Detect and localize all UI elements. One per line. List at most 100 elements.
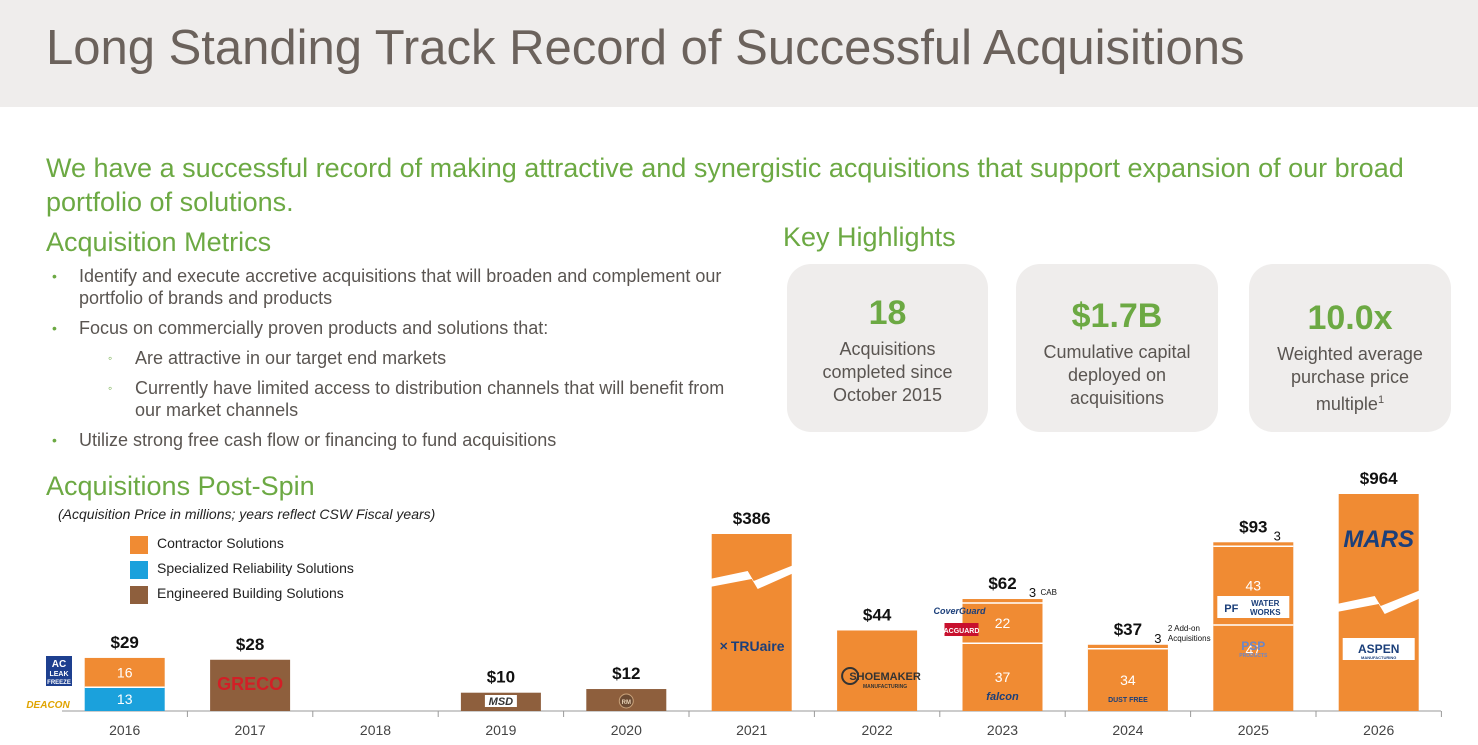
bar-segment-2016 bbox=[84, 657, 165, 688]
legend-swatch bbox=[130, 536, 148, 554]
truaire-logo-mark: ✕ bbox=[719, 641, 728, 653]
sub-bullet-circle: ◦ bbox=[108, 381, 113, 395]
rm-logo bbox=[618, 693, 634, 709]
bar-total-label: $37 bbox=[1114, 620, 1142, 639]
metrics-bullet: • Identify and execute accretive acquisit… bbox=[52, 265, 752, 309]
psp-logo: PSP bbox=[1241, 639, 1265, 653]
legend-label: Specialized Reliability Solutions bbox=[157, 560, 354, 576]
bar-total-label: $10 bbox=[487, 668, 515, 687]
annotation-note: 2 Add-on bbox=[1168, 624, 1200, 633]
acguard-logo: ACGUARD bbox=[944, 628, 980, 635]
bar-segment-2025 bbox=[1213, 542, 1294, 547]
add-on-count-label: 3 bbox=[1154, 631, 1161, 646]
x-tick-label: 2017 bbox=[235, 722, 266, 738]
segment-value-label: 22 bbox=[995, 615, 1011, 631]
shoemaker-logo-sub: MANUFACTURING bbox=[863, 684, 907, 690]
desc-line: Weighted average bbox=[1277, 344, 1423, 364]
x-tick-label: 2023 bbox=[987, 722, 1018, 738]
bullet-dot: • bbox=[52, 268, 57, 284]
metrics-heading: Acquisition Metrics bbox=[46, 227, 272, 257]
intro-text: We have a successful record of making at… bbox=[46, 153, 1404, 217]
acguard-logo-bg bbox=[944, 623, 979, 636]
desc-line: completed since bbox=[822, 362, 953, 382]
desc-line: deployed on bbox=[1067, 365, 1167, 385]
bar-total-label: $29 bbox=[111, 633, 139, 652]
highlight-value: 18 bbox=[868, 294, 907, 332]
logo-text: LEAK bbox=[49, 671, 68, 678]
bar-segment-2016 bbox=[84, 687, 165, 711]
highlight-description: Weighted average purchase price multiple… bbox=[1249, 343, 1451, 416]
bar-segment-2023 bbox=[962, 599, 1043, 604]
bullet-text: Are attractive in our target end markets bbox=[135, 348, 447, 368]
add-on-count-label: 3 bbox=[1274, 528, 1281, 543]
segment-value-label: 34 bbox=[1120, 672, 1136, 688]
metrics-list: • Identify and execute accretive acquisit… bbox=[52, 265, 752, 459]
bar-segment-2023 bbox=[962, 643, 1043, 711]
falcon-logo: falcon bbox=[986, 691, 1019, 703]
sub-bullet-circle: ◦ bbox=[108, 351, 113, 365]
metrics-sub-bullet: ◦ Are attractive in our target end market… bbox=[52, 347, 752, 369]
logo-text: FREEZE bbox=[47, 680, 71, 686]
mars-logo: MARS bbox=[1343, 526, 1414, 553]
segment-value-label: 13 bbox=[117, 691, 133, 707]
bullet-text: Currently have limited access to distrib… bbox=[135, 378, 725, 420]
bar-total-label: $12 bbox=[612, 664, 640, 683]
title-bar: Long Standing Track Record of Successful… bbox=[0, 0, 1478, 107]
footnote-marker: 1 bbox=[1377, 394, 1385, 406]
desc-line: acquisitions bbox=[1069, 388, 1165, 408]
bullet-text: Identify and execute accretive acquisiti… bbox=[79, 266, 722, 308]
bar-segment-2024 bbox=[1087, 644, 1168, 649]
shoemaker-logo: SHOEMAKER bbox=[849, 671, 921, 683]
annotation-note: CAB bbox=[1041, 588, 1057, 597]
legend-swatch bbox=[130, 586, 148, 604]
x-tick-label: 2021 bbox=[736, 722, 767, 738]
aspen-logo-sub: MANUFACTURING bbox=[1361, 655, 1396, 660]
bar-segment-2025 bbox=[1213, 624, 1294, 711]
legend-label: Engineered Building Solutions bbox=[157, 585, 344, 601]
psp-logo-sub: PRODUCTS bbox=[1239, 653, 1268, 659]
bar-total-label: $93 bbox=[1239, 517, 1267, 536]
axis-break-mark bbox=[709, 565, 794, 589]
bar-segment-2017 bbox=[210, 659, 291, 711]
truaire-logo: TRUaire bbox=[731, 638, 785, 654]
metrics-sub-bullet: ◦ Currently have limited access to distri… bbox=[52, 377, 752, 421]
bar-total-label: $44 bbox=[863, 605, 892, 624]
bar-total-label: $62 bbox=[988, 574, 1016, 593]
coverguard-logo: CoverGuard bbox=[933, 606, 986, 616]
segment-value-label: 37 bbox=[995, 669, 1011, 685]
legend-swatch bbox=[130, 561, 148, 579]
metrics-bullet: • Focus on commercially proven products a… bbox=[52, 317, 752, 339]
rm-logo-text: RM bbox=[622, 700, 631, 706]
msd-logo: MSD bbox=[489, 696, 514, 708]
highlight-description: Acquisitions completed since October 201… bbox=[787, 338, 988, 407]
deacon-logo: DEACON bbox=[26, 700, 70, 711]
page-title: Long Standing Track Record of Successful… bbox=[46, 21, 1245, 75]
x-tick-label: 2026 bbox=[1363, 722, 1394, 738]
pf-waterworks-logo-bg bbox=[1217, 596, 1290, 618]
highlight-card-capital: $1.7B Cumulative capital deployed on acq… bbox=[1016, 264, 1218, 432]
desc-text: multiple bbox=[1315, 394, 1378, 414]
x-tick-label: 2018 bbox=[360, 722, 391, 738]
highlight-value: $1.7B bbox=[1071, 297, 1163, 335]
segment-value-label: 16 bbox=[117, 665, 133, 681]
bar-total-label: $386 bbox=[733, 509, 771, 528]
x-tick-label: 2016 bbox=[109, 722, 140, 738]
segment-value-label: 47 bbox=[1246, 642, 1262, 658]
aspen-logo: ASPEN bbox=[1358, 642, 1399, 656]
bullet-dot: • bbox=[52, 432, 57, 448]
aspen-logo-bg bbox=[1342, 638, 1415, 660]
desc-line: multiple1 bbox=[1249, 389, 1451, 416]
shoemaker-logo-mark bbox=[841, 667, 860, 685]
x-tick-label: 2020 bbox=[611, 722, 642, 738]
x-tick-label: 2024 bbox=[1112, 722, 1143, 738]
highlights-heading: Key Highlights bbox=[783, 222, 956, 252]
desc-line: October 2015 bbox=[832, 385, 943, 405]
highlight-description: Cumulative capital deployed on acquisiti… bbox=[1016, 341, 1218, 410]
add-on-count-label: 3 bbox=[1029, 585, 1036, 600]
bar-total-label: $964 bbox=[1360, 469, 1398, 488]
msd-logo-bg bbox=[484, 695, 517, 707]
logo-text: AC bbox=[52, 659, 66, 670]
x-tick-label: 2019 bbox=[485, 722, 516, 738]
pf-waterworks-logo: WATER bbox=[1251, 599, 1280, 608]
